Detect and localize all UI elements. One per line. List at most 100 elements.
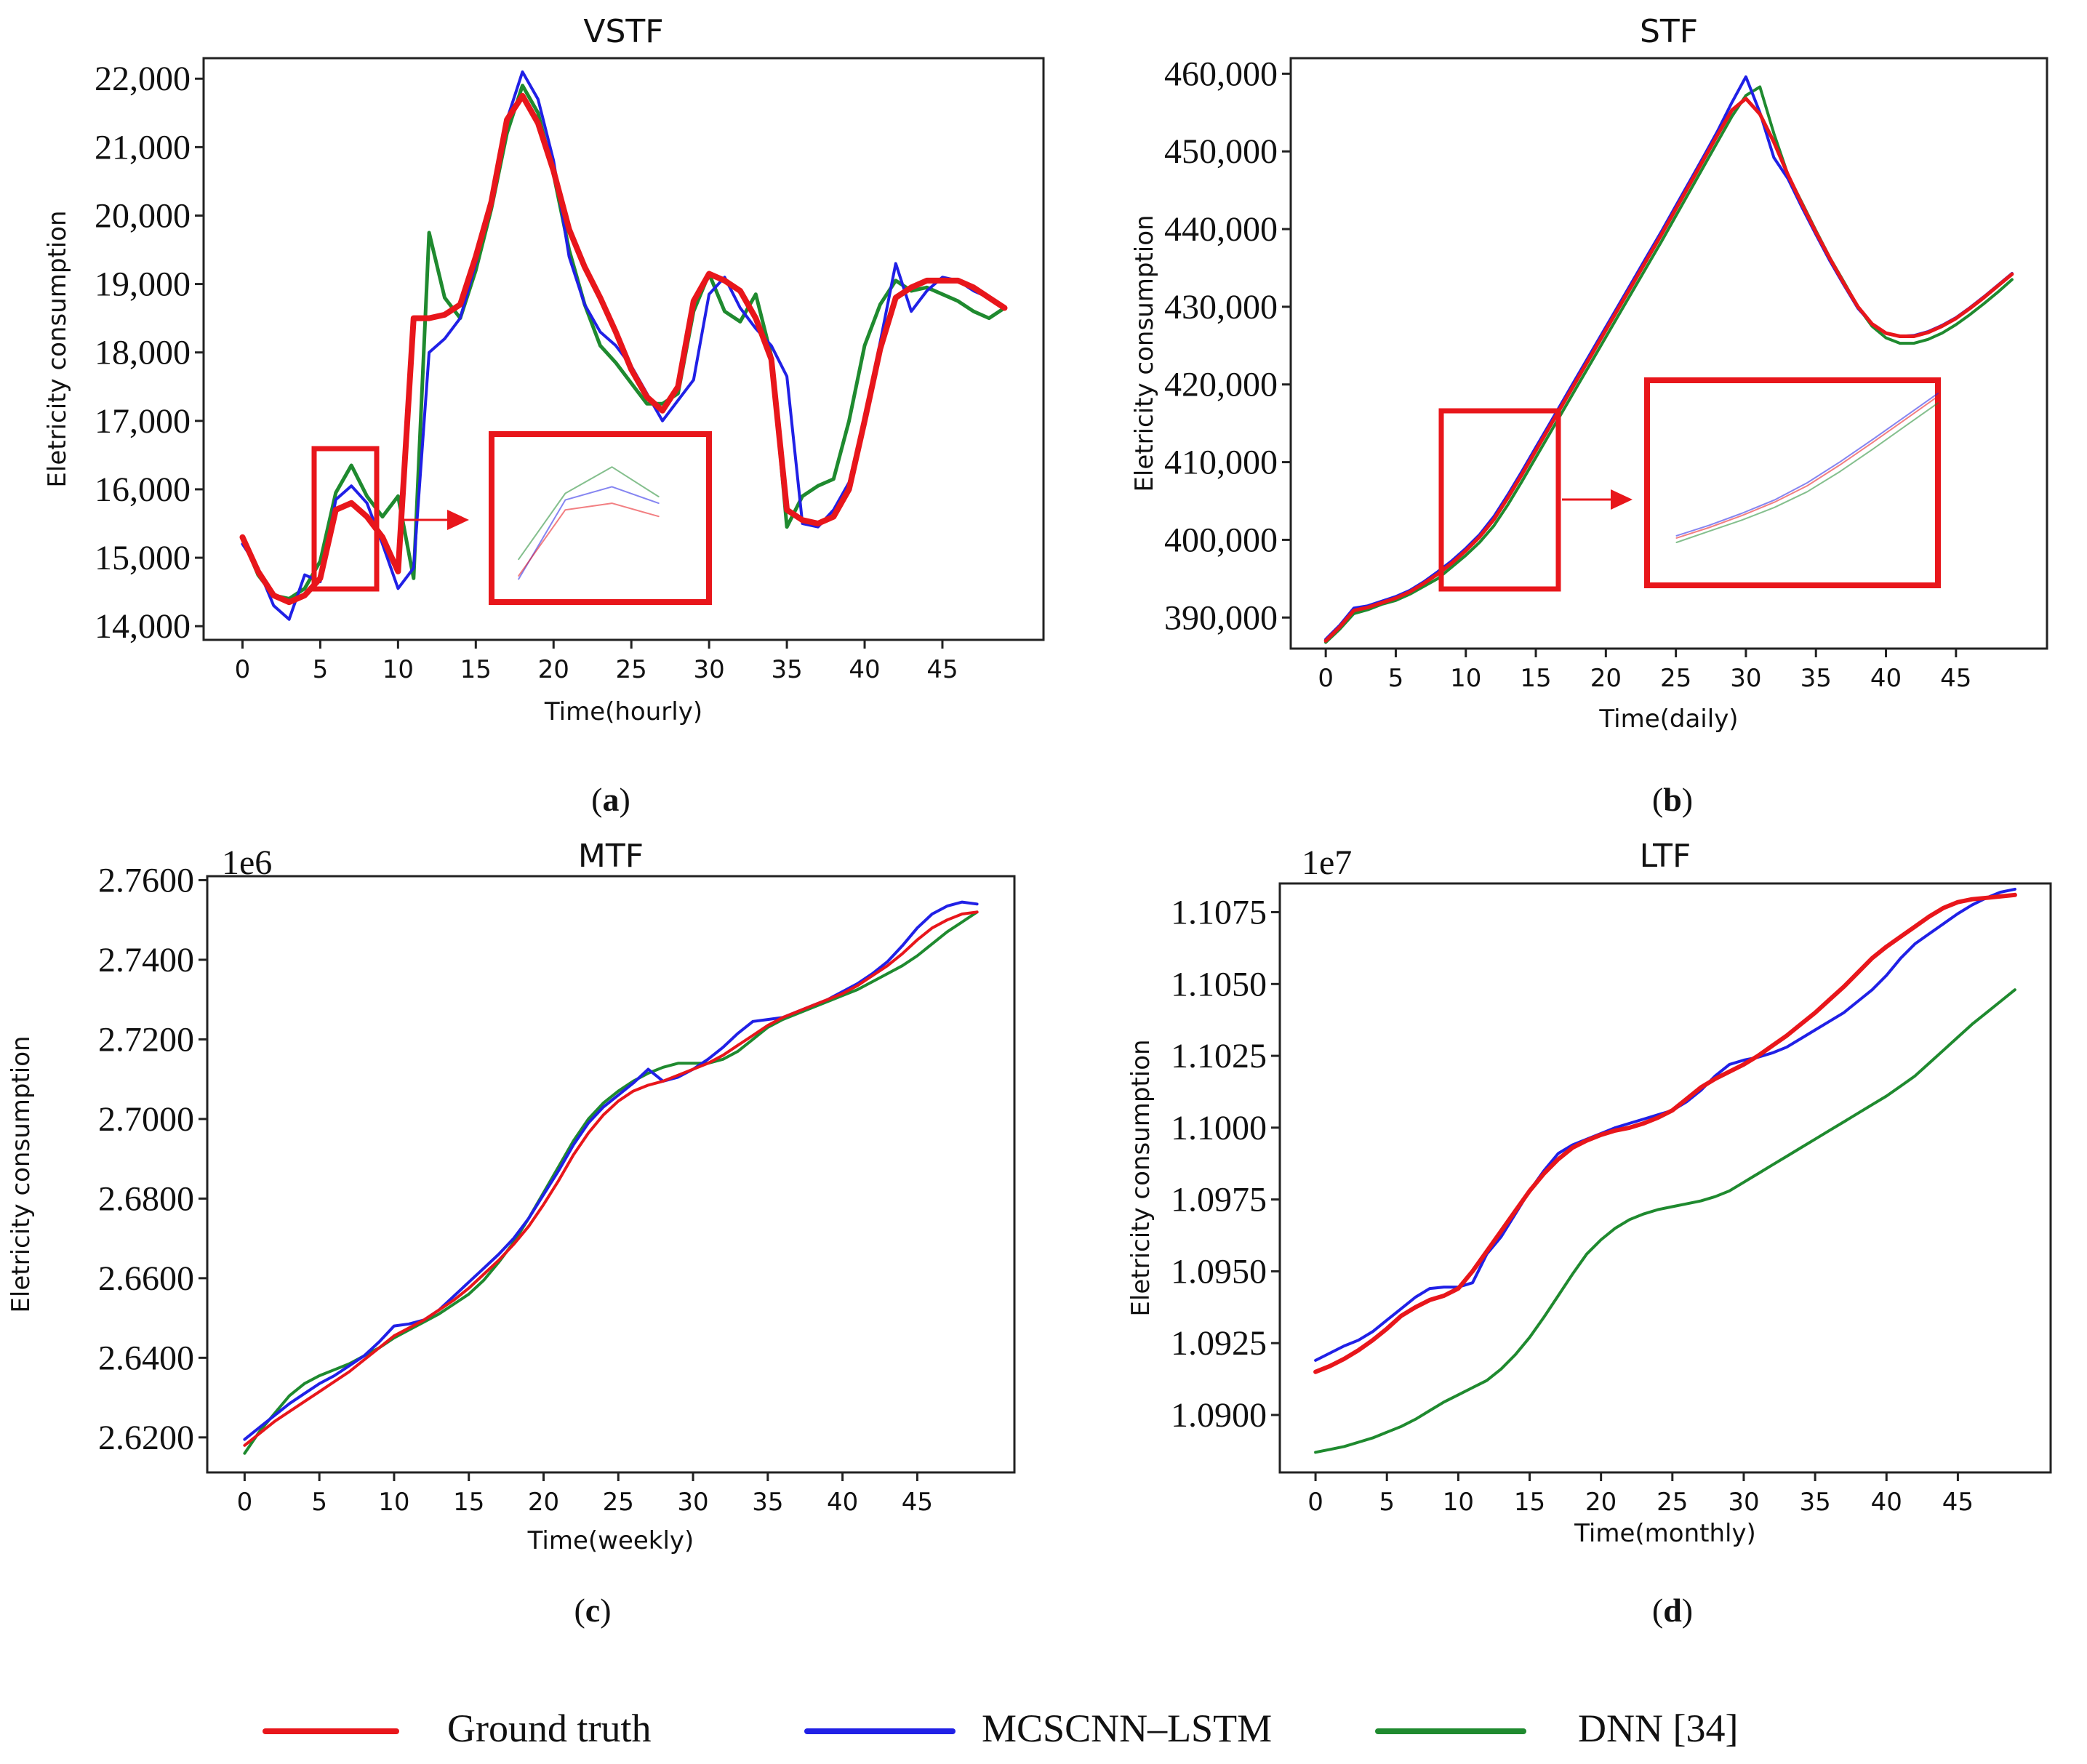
panel-paren-close: ) xyxy=(620,781,630,818)
legend-label-3: DNN [34] xyxy=(1578,1707,1738,1750)
y-tick-label: 17,000 xyxy=(95,402,191,441)
x-tick-label: 40 xyxy=(1871,1488,1902,1517)
chart-title: VSTF xyxy=(583,13,663,50)
x-tick-label: 35 xyxy=(1799,1488,1830,1517)
x-tick-label: 45 xyxy=(902,1488,933,1517)
zoom-arrow-head xyxy=(1611,489,1633,510)
x-tick-label: 0 xyxy=(237,1488,253,1517)
x-tick-label: 20 xyxy=(528,1488,559,1517)
x-tick-label: 30 xyxy=(677,1488,708,1517)
x-axis-label: Time(daily) xyxy=(1598,705,1738,734)
x-tick-label: 15 xyxy=(453,1488,484,1517)
x-tick-label: 45 xyxy=(926,655,958,684)
panel-paren-close: ) xyxy=(1682,781,1693,818)
y-axis-label: Eletricity consumption xyxy=(7,1035,36,1312)
panel-paren-open: ( xyxy=(1652,781,1663,818)
plot-ltf: LTF 1e7 1.0900 1.0925 1.0950 1.0975 1.1000 1.10… xyxy=(1126,838,2052,1629)
plot-frame xyxy=(202,57,1045,641)
y-tick-label: 2.6400 xyxy=(98,1339,194,1377)
axis-multiplier: 1e7 xyxy=(1302,843,1352,882)
y-tick-label: 15,000 xyxy=(95,539,191,577)
x-tick-label: 15 xyxy=(1520,664,1551,693)
zoom-box xyxy=(1438,408,1561,592)
x-tick-label: 45 xyxy=(1942,1488,1974,1517)
zoom-inset xyxy=(489,431,712,605)
y-axis-label: Eletricity consumption xyxy=(43,210,72,487)
zoom-series-mcscnn-lstm xyxy=(518,486,660,580)
x-tick-label: 5 xyxy=(1388,664,1404,693)
x-tick-label: 15 xyxy=(460,655,492,684)
x-tick-label: 40 xyxy=(827,1488,858,1517)
y-tick-label: 1.1050 xyxy=(1171,965,1267,1003)
series-line-mcscnn-lstm xyxy=(1314,887,2016,1362)
y-tick-label: 1.0975 xyxy=(1171,1181,1267,1219)
plot-mtf: MTF1e62.62002.64002.66002.68002.70002.72… xyxy=(7,838,1016,1629)
series-line-mcscnn-lstm xyxy=(243,900,979,1441)
y-tick-label: 21,000 xyxy=(95,128,191,167)
series-line-dnn xyxy=(243,910,979,1455)
panel-letter: c xyxy=(585,1592,600,1629)
panel-paren-open: ( xyxy=(591,781,602,818)
y-tick-label: 1.0900 xyxy=(1171,1396,1267,1435)
panel-paren-close: ) xyxy=(600,1592,611,1629)
x-tick-label: 25 xyxy=(1660,664,1691,693)
plot-frame xyxy=(206,875,1016,1474)
y-tick-label: 400,000 xyxy=(1164,521,1278,559)
zoom-series-dnn xyxy=(518,466,660,561)
zoom-series-ground-truth xyxy=(518,502,660,577)
chart-title: STF xyxy=(1640,13,1698,50)
legend-label-1: Ground truth xyxy=(447,1707,651,1750)
y-tick-label: 2.7000 xyxy=(98,1100,194,1139)
y-tick-label: 420,000 xyxy=(1164,366,1278,404)
panel-paren-open: ( xyxy=(574,1592,585,1629)
panel-letter: d xyxy=(1663,1592,1682,1629)
y-axis-label: Eletricity consumption xyxy=(1126,1039,1155,1316)
series-line-ground-truth xyxy=(239,92,1008,606)
x-tick-label: 35 xyxy=(1800,664,1832,693)
panel-label: (a) xyxy=(591,781,630,818)
series-line-dnn xyxy=(241,84,1006,601)
zoom-series-mcscnn-lstm xyxy=(1675,393,1939,537)
x-tick-label: 35 xyxy=(752,1488,783,1517)
zoom-box xyxy=(311,446,380,592)
x-tick-label: 25 xyxy=(1657,1488,1688,1517)
panel-paren-open: ( xyxy=(1652,1592,1663,1629)
y-tick-label: 22,000 xyxy=(95,60,191,98)
x-tick-label: 15 xyxy=(1514,1488,1545,1517)
panel-paren-close: ) xyxy=(1682,1592,1693,1629)
x-tick-label: 35 xyxy=(771,655,802,684)
y-tick-label: 430,000 xyxy=(1164,288,1278,326)
x-tick-label: 30 xyxy=(694,655,725,684)
x-tick-label: 20 xyxy=(1590,664,1622,693)
y-tick-label: 14,000 xyxy=(95,607,191,646)
x-tick-label: 10 xyxy=(382,655,414,684)
panel-letter: a xyxy=(603,781,620,818)
y-tick-label: 410,000 xyxy=(1164,444,1278,482)
zoom-arrow-head xyxy=(447,510,469,530)
panel-label: (c) xyxy=(574,1592,611,1629)
zoom-series-ground-truth xyxy=(1675,396,1939,539)
y-tick-label: 18,000 xyxy=(95,334,191,372)
legend-label-2: MCSCNN–LSTM xyxy=(982,1707,1272,1750)
y-tick-label: 460,000 xyxy=(1164,55,1278,93)
x-tick-label: 0 xyxy=(1318,664,1334,693)
x-tick-label: 5 xyxy=(313,655,329,684)
y-tick-label: 19,000 xyxy=(95,265,191,304)
chart-title: LTF xyxy=(1640,838,1691,875)
plot-vstf: VSTF 14,000 15,000 16,000 17,000 18,000 19,000… xyxy=(43,13,1045,818)
y-tick-label: 450,000 xyxy=(1164,132,1278,171)
x-tick-label: 40 xyxy=(1870,664,1902,693)
y-tick-label: 1.1025 xyxy=(1171,1037,1267,1075)
x-tick-label: 20 xyxy=(1585,1488,1617,1517)
y-tick-label: 440,000 xyxy=(1164,210,1278,249)
x-tick-label: 25 xyxy=(616,655,647,684)
x-tick-label: 10 xyxy=(1443,1488,1474,1517)
x-axis-label: Time(monthly) xyxy=(1574,1519,1756,1548)
x-tick-label: 0 xyxy=(1307,1488,1323,1517)
x-tick-label: 25 xyxy=(603,1488,634,1517)
x-axis-label: Time(hourly) xyxy=(544,697,702,726)
y-tick-label: 2.6600 xyxy=(98,1259,194,1298)
y-tick-label: 2.7600 xyxy=(98,861,194,899)
x-tick-label: 30 xyxy=(1728,1488,1759,1517)
